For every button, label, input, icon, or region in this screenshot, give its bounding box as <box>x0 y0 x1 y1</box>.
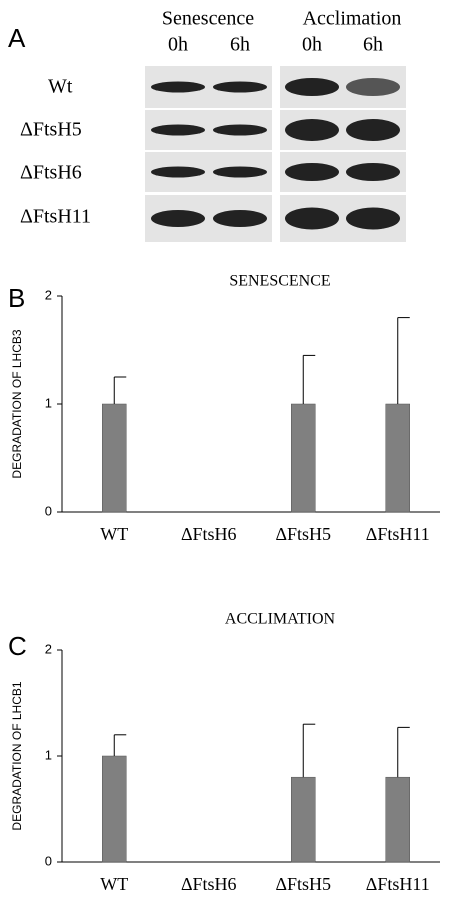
row-label: ΔFtsH6 <box>20 162 82 184</box>
group-label: Senescence <box>162 8 254 30</box>
x-tick-label: WT <box>100 524 128 544</box>
blot-band <box>213 82 267 93</box>
y-tick-label: 1 <box>45 747 52 762</box>
y-tick-label: 1 <box>45 395 52 410</box>
x-tick-label: ΔFtsH6 <box>181 874 237 894</box>
panel-label: C <box>8 631 27 661</box>
panel-label: B <box>8 283 25 313</box>
x-tick-label: WT <box>100 874 128 894</box>
blot-band <box>151 125 205 136</box>
blot-band <box>346 119 400 141</box>
time-label: 6h <box>230 34 250 56</box>
blot-band <box>346 163 400 181</box>
blot-band <box>285 163 339 181</box>
blot-band <box>151 82 205 93</box>
blot-band <box>151 210 205 227</box>
blot-image <box>145 66 406 242</box>
figure: A Senescence Acclimation 0h 6h 0h 6h Wt … <box>0 0 449 897</box>
y-tick-label: 2 <box>45 287 52 302</box>
charts: B SENESCENCE DEGRADATION OF LHCB3 0 1 2 WT ΔFts… <box>8 273 440 894</box>
blot-band <box>285 119 339 141</box>
y-tick-label: 0 <box>45 853 52 868</box>
blot-band <box>285 208 339 230</box>
row-label: ΔFtsH11 <box>20 206 91 228</box>
chart-title: ACCLIMATION <box>225 611 336 628</box>
x-tick-label: ΔFtsH11 <box>366 874 430 894</box>
blot-band <box>285 78 339 96</box>
x-tick-label: ΔFtsH6 <box>181 524 237 544</box>
blot-band <box>346 208 400 230</box>
blot-band <box>151 167 205 178</box>
blot-band <box>213 125 267 136</box>
y-tick-label: 2 <box>45 641 52 656</box>
blot-band <box>213 167 267 178</box>
bar <box>386 404 410 512</box>
bar <box>102 404 126 512</box>
y-axis-label: DEGRADATION OF LHCB3 <box>10 329 24 478</box>
blot-panel: A Senescence Acclimation 0h 6h 0h 6h Wt … <box>8 8 406 242</box>
y-tick-label: 0 <box>45 503 52 518</box>
panel-label: A <box>8 23 26 53</box>
y-axis-label: DEGRADATION OF LHCB1 <box>10 681 24 830</box>
x-tick-label: ΔFtsH5 <box>275 524 331 544</box>
row-label: Wt <box>48 76 73 98</box>
chart-title: SENESCENCE <box>229 273 330 290</box>
bar <box>102 756 126 862</box>
bar <box>291 404 315 512</box>
bar <box>291 777 315 862</box>
blot-band <box>346 78 400 96</box>
time-label: 6h <box>363 34 383 56</box>
row-label: ΔFtsH5 <box>20 119 82 141</box>
time-label: 0h <box>168 34 188 56</box>
bar <box>386 777 410 862</box>
x-tick-label: ΔFtsH5 <box>275 874 331 894</box>
time-label: 0h <box>302 34 322 56</box>
blot-band <box>213 210 267 227</box>
x-tick-label: ΔFtsH11 <box>366 524 430 544</box>
group-label: Acclimation <box>303 8 402 30</box>
